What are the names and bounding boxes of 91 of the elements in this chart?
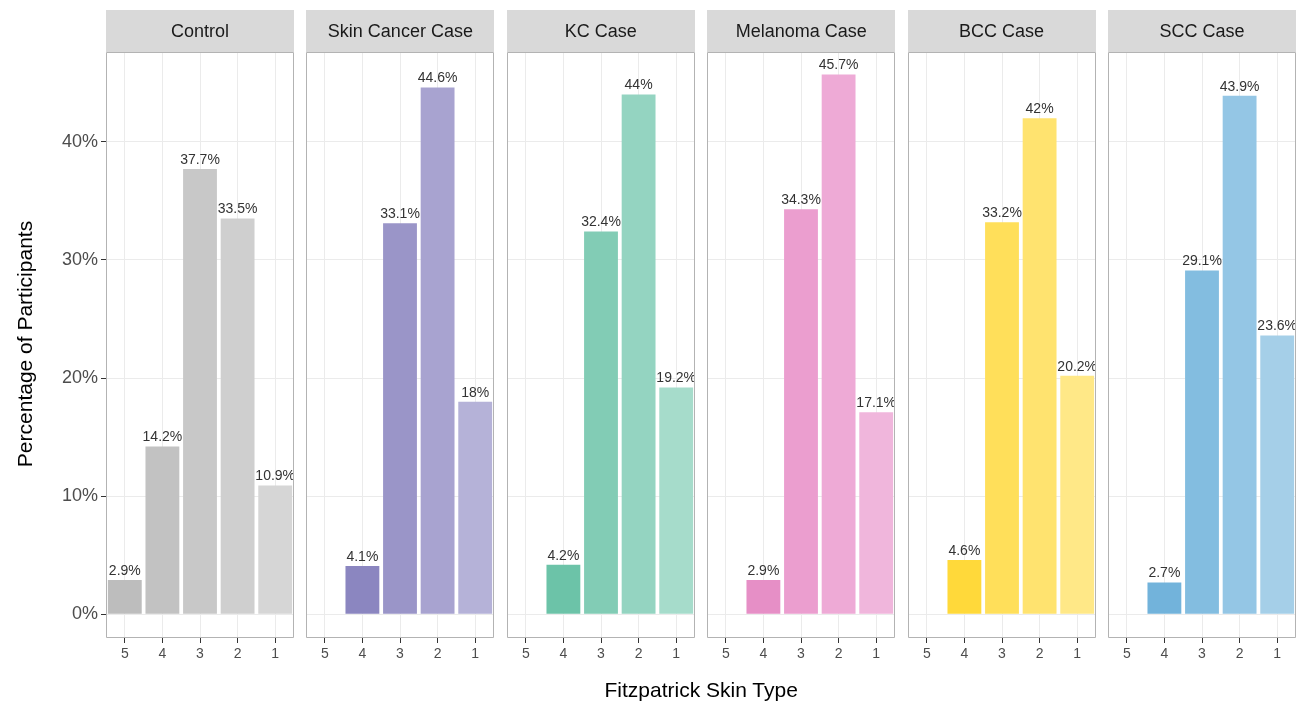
data-label: 33.5% — [217, 200, 258, 217]
y-axis-title: Percentage of Participants — [13, 219, 37, 470]
bar — [859, 412, 894, 614]
x-tick-label: 2 — [634, 645, 643, 662]
bar — [784, 209, 819, 614]
y-tick-label: 10% — [61, 485, 98, 506]
x-tick-label: 3 — [797, 645, 806, 662]
x-tick-label: 3 — [396, 645, 405, 662]
bar — [1147, 582, 1182, 614]
x-tick-label: 5 — [120, 645, 129, 662]
x-tick-label: 1 — [271, 645, 280, 662]
x-tick-label: 2 — [1235, 645, 1244, 662]
x-tick-label: 3 — [997, 645, 1006, 662]
bar — [220, 218, 255, 614]
bar — [1260, 335, 1295, 614]
data-label: 34.3% — [781, 190, 822, 207]
x-tick-label: 2 — [834, 645, 843, 662]
data-label: 43.9% — [1219, 77, 1260, 94]
data-label: 4.1% — [346, 547, 379, 564]
x-tick-label: 1 — [672, 645, 681, 662]
y-tick-label: 20% — [61, 367, 98, 388]
bar — [1222, 95, 1257, 614]
x-tick-label: 3 — [1198, 645, 1207, 662]
bar — [421, 87, 455, 614]
data-label: 37.7% — [180, 150, 220, 167]
data-label: 2.9% — [747, 561, 780, 578]
x-tick-label: 2 — [434, 645, 443, 662]
bar — [458, 401, 493, 614]
x-tick-label: 4 — [358, 645, 367, 662]
x-tick-label: 5 — [1122, 645, 1131, 662]
x-tick-label: 4 — [960, 645, 969, 662]
bar — [984, 222, 1019, 614]
x-tick-label: 5 — [722, 645, 731, 662]
bar — [1059, 375, 1094, 614]
bar — [183, 168, 217, 614]
x-tick-label: 3 — [196, 645, 205, 662]
y-tick-label: 30% — [61, 248, 98, 269]
data-label: 44% — [624, 76, 653, 93]
y-tick-label: 40% — [61, 130, 98, 151]
x-tick-label: 4 — [1160, 645, 1169, 662]
x-tick-label: 3 — [596, 645, 605, 662]
data-label: 18% — [461, 383, 490, 400]
chart-title: Control — [106, 10, 294, 52]
data-label: 2.9% — [108, 561, 141, 578]
bar — [145, 446, 180, 614]
bar — [583, 231, 618, 614]
data-label: 44.6% — [418, 69, 458, 86]
chart-title: BCC Case — [907, 10, 1096, 52]
data-label: 42% — [1025, 100, 1054, 117]
x-axis-title: Fitzpatrick Skin Type — [603, 678, 799, 702]
bar — [947, 560, 981, 614]
data-label: 14.2% — [142, 428, 183, 445]
x-tick-label: 5 — [922, 645, 931, 662]
x-tick-label: 5 — [321, 645, 330, 662]
x-tick-label: 2 — [1035, 645, 1044, 662]
bar — [258, 485, 293, 614]
x-tick-label: 4 — [759, 645, 768, 662]
data-label: 29.1% — [1182, 252, 1222, 269]
data-label: 32.4% — [580, 213, 621, 230]
bar — [546, 564, 581, 614]
chart-title: Skin Cancer Case — [306, 10, 495, 52]
x-tick-label: 1 — [872, 645, 881, 662]
data-label: 2.7% — [1148, 564, 1181, 581]
data-label: 19.2% — [656, 369, 696, 386]
data-label: 20.2% — [1056, 357, 1097, 374]
bar — [1022, 118, 1057, 614]
x-tick-label: 1 — [1072, 645, 1081, 662]
y-tick-label: 0% — [71, 603, 98, 624]
bar — [383, 223, 418, 614]
chart-title: SCC Case — [1108, 10, 1296, 52]
data-label: 4.6% — [948, 541, 980, 558]
x-tick-label: 2 — [233, 645, 242, 662]
bar — [621, 94, 656, 614]
x-tick-label: 1 — [471, 645, 480, 662]
data-label: 45.7% — [818, 56, 859, 73]
bar — [1185, 270, 1219, 614]
bar — [821, 74, 856, 614]
x-tick-label: 4 — [559, 645, 568, 662]
x-tick-label: 4 — [158, 645, 167, 662]
data-label: 23.6% — [1257, 317, 1298, 334]
bar — [659, 387, 693, 614]
bar — [746, 580, 781, 614]
chart-title: Melanoma Case — [707, 10, 896, 52]
data-label: 33.1% — [380, 205, 421, 222]
chart-title: KC Case — [506, 10, 695, 52]
data-label: 4.2% — [547, 546, 580, 563]
data-label: 33.2% — [981, 203, 1022, 220]
x-tick-label: 5 — [521, 645, 530, 662]
bar — [345, 565, 380, 614]
data-label: 10.9% — [255, 467, 296, 484]
x-tick-label: 1 — [1273, 645, 1282, 662]
